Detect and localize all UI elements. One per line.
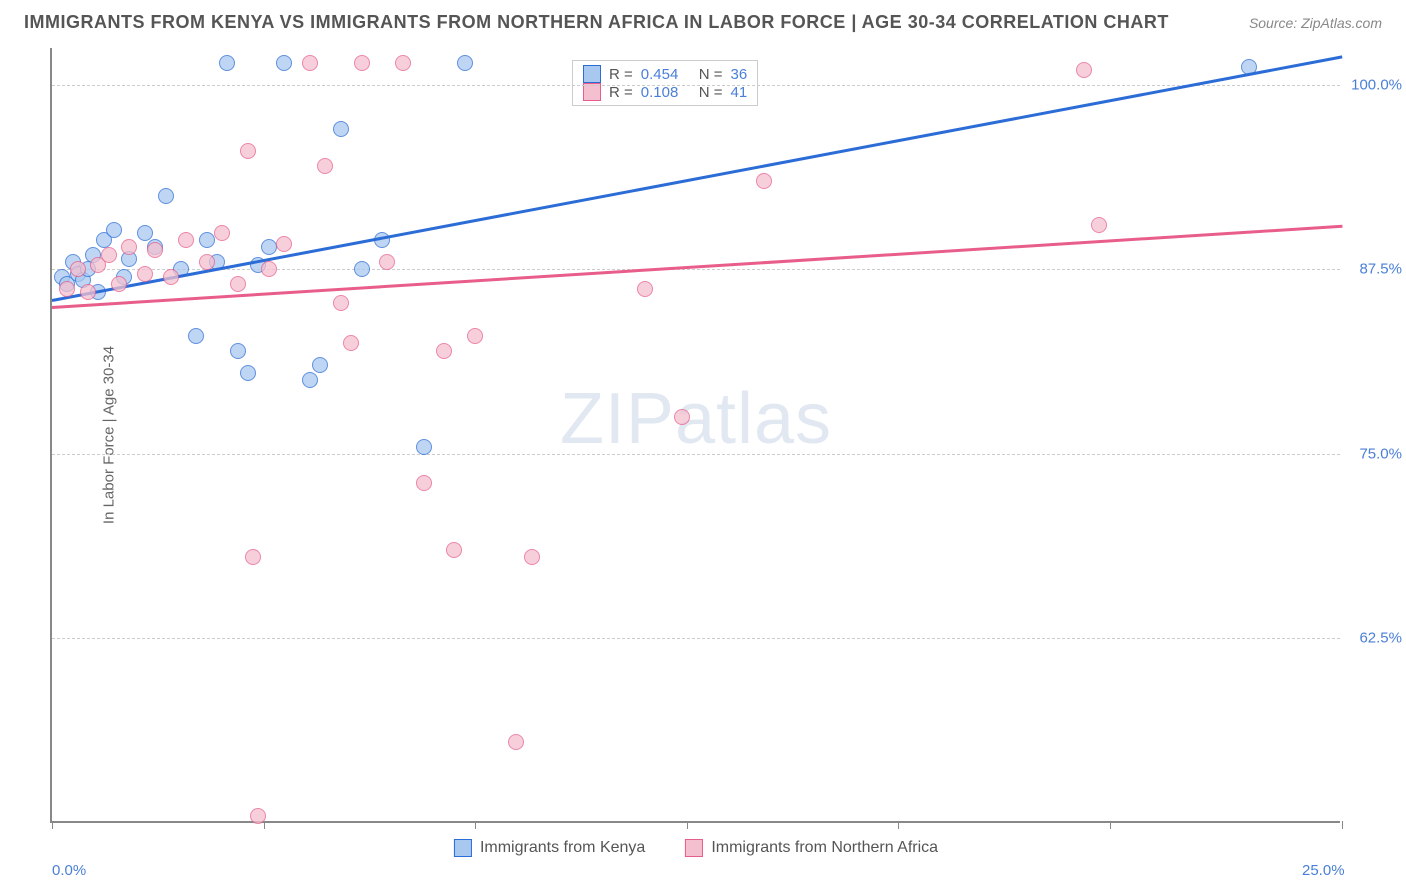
data-point bbox=[395, 55, 411, 71]
data-point bbox=[508, 734, 524, 750]
data-point bbox=[158, 188, 174, 204]
data-point bbox=[354, 261, 370, 277]
data-point bbox=[80, 284, 96, 300]
gridline-h bbox=[52, 638, 1340, 639]
n-label: N = bbox=[699, 84, 723, 101]
data-point bbox=[261, 261, 277, 277]
legend-item: Immigrants from Northern Africa bbox=[685, 839, 938, 857]
data-point bbox=[59, 281, 75, 297]
legend-label: Immigrants from Northern Africa bbox=[711, 839, 938, 857]
data-point bbox=[230, 276, 246, 292]
x-tick-label: 25.0% bbox=[1302, 862, 1345, 879]
data-point bbox=[240, 143, 256, 159]
data-point bbox=[245, 549, 261, 565]
watermark: ZIPatlas bbox=[560, 378, 832, 460]
legend-swatch bbox=[685, 839, 703, 857]
y-tick-label: 62.5% bbox=[1359, 630, 1402, 647]
scatter-chart: In Labor Force | Age 30-34 ZIPatlas R = 0… bbox=[50, 48, 1340, 823]
data-point bbox=[137, 266, 153, 282]
y-tick-label: 75.0% bbox=[1359, 445, 1402, 462]
data-point bbox=[163, 269, 179, 285]
data-point bbox=[524, 549, 540, 565]
data-point bbox=[214, 225, 230, 241]
gridline-h bbox=[52, 85, 1340, 86]
series-legend: Immigrants from Kenya Immigrants from Nor… bbox=[454, 839, 938, 857]
r-value: 0.108 bbox=[641, 84, 691, 101]
source-label: Source: ZipAtlas.com bbox=[1249, 15, 1382, 31]
data-point bbox=[101, 247, 117, 263]
data-point bbox=[70, 261, 86, 277]
gridline-h bbox=[52, 454, 1340, 455]
x-tick-label: 0.0% bbox=[52, 862, 86, 879]
data-point bbox=[219, 55, 235, 71]
data-point bbox=[467, 328, 483, 344]
data-point bbox=[199, 254, 215, 270]
x-tick bbox=[264, 821, 265, 829]
n-value: 36 bbox=[731, 66, 748, 83]
data-point bbox=[276, 55, 292, 71]
data-point bbox=[261, 239, 277, 255]
data-point bbox=[756, 173, 772, 189]
data-point bbox=[354, 55, 370, 71]
legend-row: R = 0.454 N = 36 bbox=[583, 65, 747, 83]
data-point bbox=[302, 55, 318, 71]
legend-swatch bbox=[454, 839, 472, 857]
data-point bbox=[1091, 217, 1107, 233]
r-label: R = bbox=[609, 84, 633, 101]
data-point bbox=[199, 232, 215, 248]
data-point bbox=[637, 281, 653, 297]
y-tick-label: 87.5% bbox=[1359, 261, 1402, 278]
data-point bbox=[317, 158, 333, 174]
data-point bbox=[250, 808, 266, 824]
data-point bbox=[178, 232, 194, 248]
data-point bbox=[457, 55, 473, 71]
header: IMMIGRANTS FROM KENYA VS IMMIGRANTS FROM… bbox=[0, 0, 1406, 41]
data-point bbox=[240, 365, 256, 381]
trend-line bbox=[52, 225, 1342, 309]
legend-swatch bbox=[583, 65, 601, 83]
data-point bbox=[333, 295, 349, 311]
x-tick bbox=[1342, 821, 1343, 829]
data-point bbox=[137, 225, 153, 241]
data-point bbox=[436, 343, 452, 359]
data-point bbox=[111, 276, 127, 292]
data-point bbox=[333, 121, 349, 137]
data-point bbox=[379, 254, 395, 270]
data-point bbox=[1076, 62, 1092, 78]
r-label: R = bbox=[609, 66, 633, 83]
data-point bbox=[188, 328, 204, 344]
y-tick-label: 100.0% bbox=[1351, 76, 1402, 93]
data-point bbox=[343, 335, 359, 351]
data-point bbox=[416, 439, 432, 455]
data-point bbox=[276, 236, 292, 252]
data-point bbox=[230, 343, 246, 359]
x-tick bbox=[687, 821, 688, 829]
data-point bbox=[106, 222, 122, 238]
legend-label: Immigrants from Kenya bbox=[480, 839, 645, 857]
x-tick bbox=[898, 821, 899, 829]
chart-title: IMMIGRANTS FROM KENYA VS IMMIGRANTS FROM… bbox=[24, 12, 1169, 33]
data-point bbox=[302, 372, 318, 388]
x-tick bbox=[52, 821, 53, 829]
gridline-h bbox=[52, 269, 1340, 270]
data-point bbox=[312, 357, 328, 373]
data-point bbox=[416, 475, 432, 491]
correlation-legend: R = 0.454 N = 36 R = 0.108 N = 41 bbox=[572, 60, 758, 106]
x-tick bbox=[1110, 821, 1111, 829]
n-label: N = bbox=[699, 66, 723, 83]
n-value: 41 bbox=[731, 84, 748, 101]
y-axis-title: In Labor Force | Age 30-34 bbox=[101, 345, 118, 523]
data-point bbox=[121, 239, 137, 255]
data-point bbox=[147, 242, 163, 258]
x-tick bbox=[475, 821, 476, 829]
data-point bbox=[446, 542, 462, 558]
data-point bbox=[674, 409, 690, 425]
legend-item: Immigrants from Kenya bbox=[454, 839, 645, 857]
r-value: 0.454 bbox=[641, 66, 691, 83]
